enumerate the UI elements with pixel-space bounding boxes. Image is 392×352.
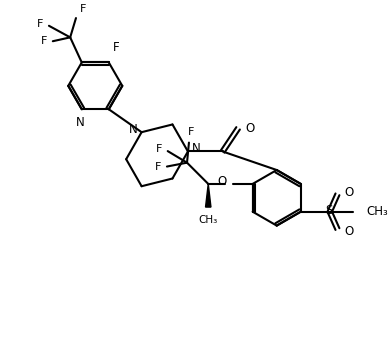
Polygon shape [205,184,211,207]
Text: O: O [345,186,354,199]
Text: N: N [129,122,138,136]
Text: F: F [155,162,161,171]
Text: O: O [345,225,354,238]
Text: F: F [37,19,43,29]
Text: F: F [156,144,162,154]
Text: N: N [75,116,84,129]
Text: O: O [246,122,255,135]
Text: F: F [41,36,47,46]
Text: F: F [113,41,119,54]
Text: F: F [188,127,194,137]
Text: N: N [192,142,201,155]
Text: O: O [217,176,227,188]
Text: F: F [80,4,86,14]
Text: CH₃: CH₃ [367,205,388,218]
Text: CH₃: CH₃ [199,215,218,225]
Text: S: S [325,205,333,218]
